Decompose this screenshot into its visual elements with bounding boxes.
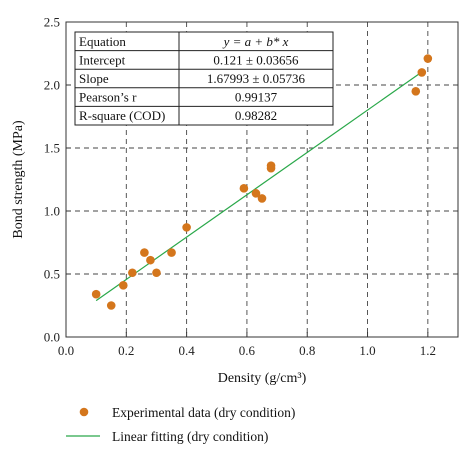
data-point [167, 248, 176, 257]
y-axis-title: Bond strength (MPa) [11, 120, 26, 239]
table-cell-label: Equation [79, 34, 126, 49]
data-point [146, 255, 155, 265]
legend-label-points: Experimental data (dry condition) [112, 405, 295, 420]
table-cell-label: Intercept [79, 52, 126, 67]
data-point [128, 268, 137, 278]
table-cell-label: R-square (COD) [79, 108, 165, 123]
data-point [106, 301, 116, 310]
y-tick-label: 1.5 [44, 141, 60, 156]
data-point [182, 223, 191, 232]
x-tick-label: 1.0 [359, 343, 375, 358]
axis-ticks: 0.0 0.2 0.4 0.6 0.8 1.0 1.2 0.0 0.5 1.0 1.5 2.0 2.5 [44, 15, 436, 359]
data-point [257, 194, 267, 203]
table-cell-value: 0.98282 [235, 108, 277, 123]
x-tick-label: 0.4 [178, 343, 195, 358]
y-tick-label: 0.5 [44, 267, 60, 282]
data-point [91, 289, 101, 299]
y-tick-label: 2.0 [44, 78, 60, 93]
legend: Experimental data (dry condition) Linear… [66, 405, 295, 444]
y-tick-label: 2.5 [44, 15, 60, 30]
data-point [423, 54, 433, 63]
table-cell-value: 1.67993 ± 0.05736 [207, 71, 306, 86]
data-point [118, 281, 128, 290]
x-tick-label: 0.6 [239, 343, 256, 358]
points-layer [91, 54, 433, 310]
stats-table: Equation y = a + b* x Intercept 0.121 ± 0.0… [74, 31, 334, 126]
legend-marker-points [79, 407, 89, 417]
x-tick-label: 0.0 [58, 343, 74, 358]
table-cell-value: 0.99137 [235, 90, 278, 105]
data-point [239, 184, 249, 193]
table-cell-label: Pearson’s r [79, 90, 137, 105]
x-tick-label: 0.2 [118, 343, 134, 358]
data-point [266, 161, 276, 170]
y-tick-label: 1.0 [44, 204, 60, 219]
data-point [417, 68, 427, 77]
x-tick-label: 1.2 [420, 343, 436, 358]
table-frame [74, 31, 334, 126]
legend-label-line: Linear fitting (dry condition) [112, 429, 268, 444]
data-point [152, 268, 161, 278]
y-tick-label: 0.0 [44, 330, 60, 345]
x-tick-label: 0.8 [299, 343, 315, 358]
data-point [140, 248, 149, 257]
data-point [411, 87, 421, 96]
data-point [251, 189, 261, 198]
table-cell-value: 0.121 ± 0.03656 [213, 52, 299, 67]
table-cell-value: y = a + b* x [222, 34, 289, 49]
x-axis-title: Density (g/cm³) [218, 371, 307, 386]
table-cell-label: Slope [79, 71, 109, 86]
plot-area [65, 21, 459, 338]
